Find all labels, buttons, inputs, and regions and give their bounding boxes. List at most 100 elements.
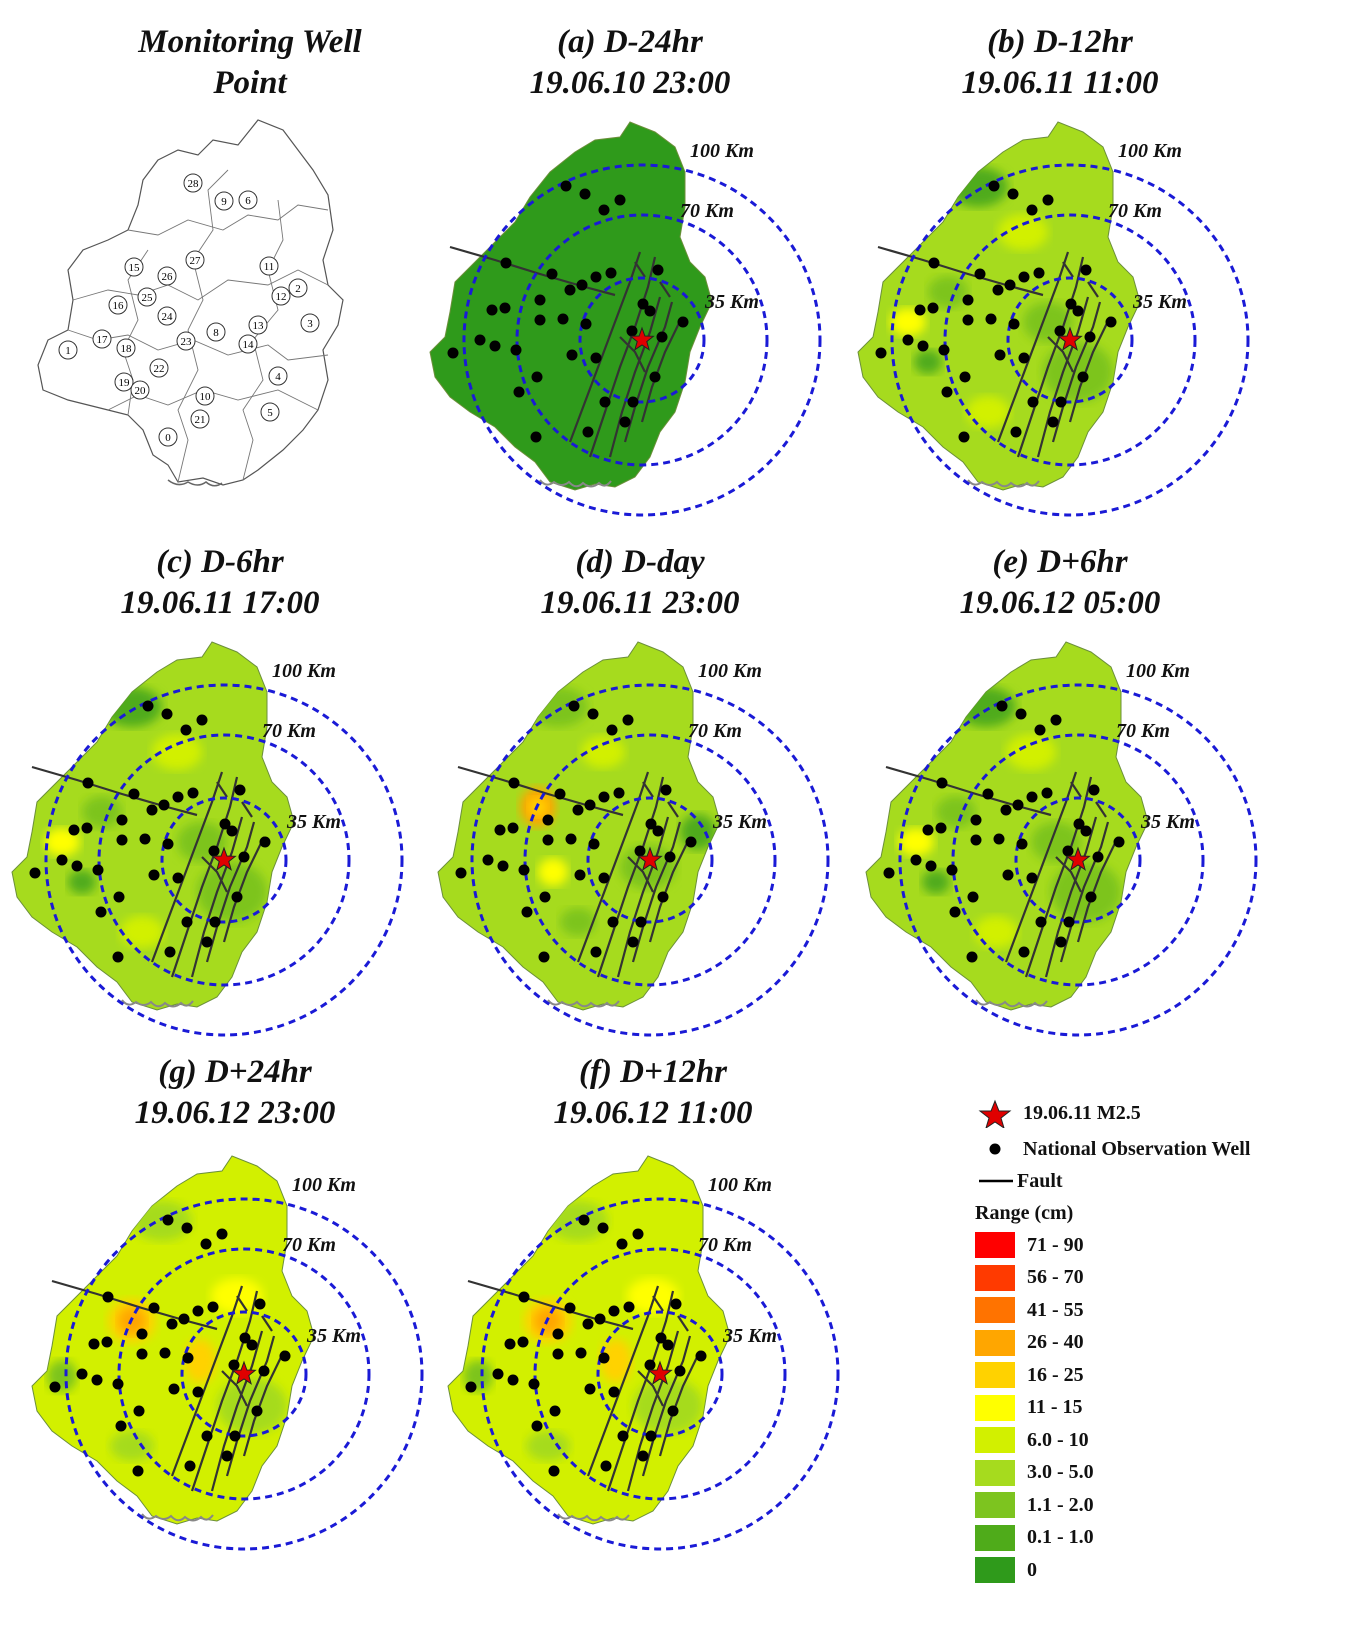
observation-well <box>229 1430 241 1442</box>
observation-well <box>564 284 576 296</box>
fault-line <box>608 296 662 458</box>
observation-well <box>92 864 104 876</box>
observation-well <box>209 916 221 928</box>
fault-line <box>170 776 239 978</box>
contour-zone <box>890 308 926 336</box>
observation-well <box>598 204 610 216</box>
observation-well <box>1085 891 1097 903</box>
legend-range-item: 56 - 70 <box>975 1263 1084 1293</box>
legend-range-item: 26 - 40 <box>975 1328 1084 1358</box>
legend-range-label: 3.0 - 5.0 <box>1027 1461 1094 1483</box>
observation-well <box>657 891 669 903</box>
earthquake-epicenter-star <box>637 846 663 871</box>
legend-range-item: 11 - 15 <box>975 1393 1083 1423</box>
well-number-label: 17 <box>97 334 109 346</box>
distance-ring <box>1006 276 1134 404</box>
observation-well <box>590 946 602 958</box>
observation-well <box>148 1302 160 1314</box>
panel-title-line2: 19.06.11 17:00 <box>120 585 320 621</box>
observation-well <box>660 784 672 796</box>
observation-well <box>613 787 625 799</box>
legend-range-label: 0 <box>1027 1558 1037 1581</box>
fault-line <box>659 281 671 298</box>
contour-zone <box>152 734 202 770</box>
observation-well <box>922 824 934 836</box>
observation-well <box>1033 267 1045 279</box>
legend-range-label: 1.1 - 2.0 <box>1027 1493 1094 1516</box>
observation-well <box>518 864 530 876</box>
well-number-label: 28 <box>188 178 200 190</box>
observation-well <box>181 916 193 928</box>
distance-ring-label: 70 Km <box>262 720 316 742</box>
observation-well <box>49 1381 61 1393</box>
contour-zone <box>922 870 950 894</box>
observation-well <box>967 891 979 903</box>
observation-well <box>935 822 947 834</box>
observation-well <box>178 1313 190 1325</box>
panel-title-line1: (d) D-day <box>575 544 705 580</box>
distance-ring <box>890 163 1250 517</box>
earthquake-epicenter-star <box>647 1360 673 1385</box>
observation-well <box>531 371 543 383</box>
observation-well <box>91 1374 103 1386</box>
observation-well <box>588 838 600 850</box>
fault-line <box>576 771 650 963</box>
well-number-label: 0 <box>165 432 171 444</box>
observation-well <box>1035 916 1047 928</box>
observation-well <box>181 1222 193 1234</box>
observation-well <box>142 700 154 712</box>
earthquake-epicenter-star <box>1057 326 1083 351</box>
observation-well <box>56 854 68 866</box>
fault-line <box>586 1285 660 1477</box>
panel-title-line1: (f) D+12hr <box>578 1054 728 1090</box>
fault-line <box>877 245 1044 297</box>
distance-ring <box>462 163 822 517</box>
fault-line <box>637 1370 664 1407</box>
observation-well <box>685 836 697 848</box>
fault-line <box>51 1279 218 1331</box>
well-number-label: 5 <box>267 407 273 419</box>
observation-well <box>599 396 611 408</box>
observation-well <box>192 1386 204 1398</box>
observation-well <box>645 1430 657 1442</box>
contour-zone <box>548 1201 608 1241</box>
observation-well <box>575 1347 587 1359</box>
observation-well <box>622 714 634 726</box>
observation-well <box>102 1291 114 1303</box>
observation-well <box>974 268 986 280</box>
panel-title-d: (d) D-day 19.06.11 23:00 <box>465 542 815 624</box>
observation-well <box>1054 325 1066 337</box>
observation-well <box>447 347 459 359</box>
well-number-label: 25 <box>142 292 154 304</box>
fault-line <box>1059 821 1110 963</box>
observation-well <box>1004 279 1016 291</box>
distance-ring-label: 35 Km <box>306 1325 361 1347</box>
well-number-label: 21 <box>195 414 206 426</box>
observation-well <box>88 1338 100 1350</box>
well-number-label: 23 <box>181 336 193 348</box>
observation-well <box>1018 946 1030 958</box>
well-number-label: 12 <box>276 291 287 303</box>
legend-range-title-text: Range (cm) <box>975 1201 1074 1224</box>
fault-line <box>642 781 654 798</box>
observation-well <box>1077 371 1089 383</box>
fault-line <box>241 801 253 818</box>
distance-ring-label: 70 Km <box>680 200 734 222</box>
contour-map-d: 100 Km 70 Km 35 Km <box>437 641 830 1037</box>
observation-well <box>162 1214 174 1226</box>
distance-ring-label: 35 Km <box>712 811 767 833</box>
observation-well <box>538 951 550 963</box>
legend-star-row: 19.06.11 M2.5 <box>975 1098 1141 1128</box>
observation-well <box>1026 204 1038 216</box>
distance-ring <box>160 796 288 924</box>
observation-well <box>489 340 501 352</box>
observation-well <box>1034 724 1046 736</box>
observation-well <box>68 824 80 836</box>
fault-line <box>640 316 683 423</box>
observation-well <box>552 1328 564 1340</box>
legend-range-swatch <box>975 1524 1015 1551</box>
distance-ring <box>943 213 1197 467</box>
legend-range-swatch <box>975 1492 1015 1518</box>
observation-well <box>579 188 591 200</box>
observation-well <box>1055 936 1067 948</box>
